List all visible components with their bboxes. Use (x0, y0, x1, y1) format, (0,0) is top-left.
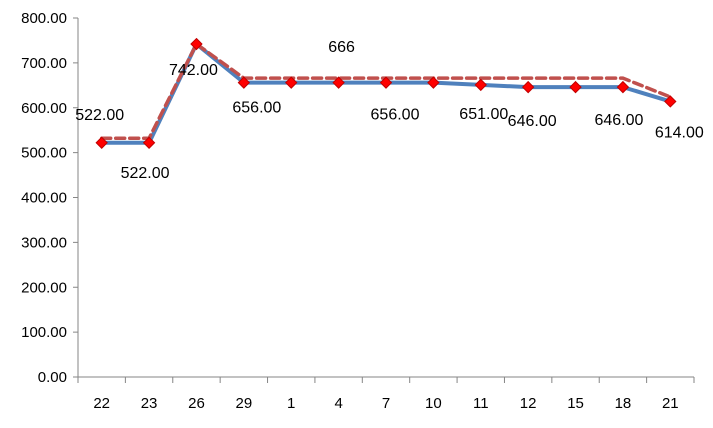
y-tick-label: 800.00 (21, 10, 67, 27)
x-tick-label: 7 (382, 395, 390, 412)
axes-layer: 0.00 100.00 200.00 300.00 400.00 500.00 600.00… (21, 10, 695, 412)
x-tick-label: 4 (334, 395, 342, 412)
y-tick-label: 400.00 (21, 190, 67, 207)
data-point-marker (521, 80, 535, 94)
data-label: 522.00 (121, 165, 170, 182)
series-line-dashed (99, 42, 673, 141)
x-tick-label: 12 (520, 395, 537, 412)
y-tick-label: 100.00 (21, 324, 67, 341)
data-point-marker (237, 76, 251, 89)
x-tick-label: 15 (567, 395, 584, 412)
x-tick-label: 1 (287, 395, 295, 412)
data-point-marker (616, 80, 630, 94)
data-label: 666 (328, 39, 355, 56)
y-tick-label: 200.00 (21, 279, 67, 296)
y-tick-label: 500.00 (21, 145, 67, 162)
data-point-marker (569, 80, 582, 94)
data-point-marker (190, 37, 203, 51)
x-tick-label: 23 (141, 395, 158, 412)
data-label: 522.00 (75, 107, 124, 124)
x-tick-label: 10 (425, 395, 442, 412)
data-label: 742.00 (169, 62, 218, 79)
data-point-marker (664, 95, 677, 108)
x-tick-label: 26 (188, 395, 205, 412)
data-label: 646.00 (594, 112, 643, 129)
series-line-solid (99, 42, 673, 145)
y-tick-label: 700.00 (21, 55, 67, 72)
data-point-marker (95, 136, 108, 149)
y-tick-label: 0.00 (38, 369, 67, 386)
data-label: 614.00 (655, 124, 704, 141)
data-label: 656.00 (232, 100, 281, 117)
data-point-marker (474, 78, 487, 92)
data-point-marker (379, 76, 393, 89)
data-point-marker (332, 76, 345, 89)
data-point-marker (285, 76, 298, 89)
x-tick-label: 22 (93, 395, 110, 412)
data-label: 651.00 (459, 106, 508, 123)
data-point-marker (142, 136, 156, 149)
data-point-marker (427, 76, 440, 89)
x-tick-label: 29 (236, 395, 253, 412)
data-label: 656.00 (371, 107, 420, 124)
data-label: 646.00 (508, 113, 557, 130)
x-tick-label: 18 (615, 395, 632, 412)
y-tick-label: 600.00 (21, 100, 67, 117)
series-layer (95, 37, 677, 149)
y-tick-label: 300.00 (21, 234, 67, 251)
x-tick-label: 11 (473, 395, 489, 412)
x-tick-label: 21 (662, 395, 679, 412)
